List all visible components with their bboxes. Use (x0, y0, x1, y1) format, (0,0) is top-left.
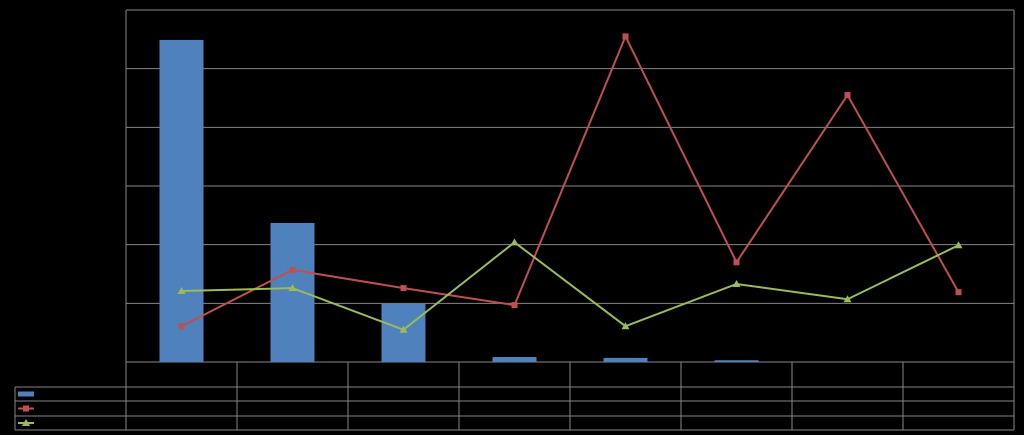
marker (732, 279, 741, 287)
legend-key (18, 391, 34, 397)
marker (178, 323, 185, 330)
marker (400, 285, 407, 292)
marker (622, 33, 629, 40)
bar (714, 360, 759, 362)
marker (288, 284, 297, 292)
marker (510, 238, 519, 246)
line (181, 241, 959, 331)
legend-marker (22, 419, 30, 426)
bar (270, 222, 315, 362)
bar (492, 357, 537, 362)
bar (381, 303, 426, 362)
bar (603, 357, 648, 362)
marker (954, 241, 963, 249)
marker (289, 266, 296, 273)
marker (511, 302, 518, 309)
marker (399, 325, 408, 333)
marker (955, 289, 962, 296)
marker (177, 287, 186, 295)
bar (159, 39, 204, 363)
marker (844, 92, 851, 99)
line (181, 33, 960, 328)
legend-marker (23, 405, 29, 412)
marker (733, 259, 740, 266)
marker (621, 322, 630, 330)
marker (843, 295, 852, 303)
